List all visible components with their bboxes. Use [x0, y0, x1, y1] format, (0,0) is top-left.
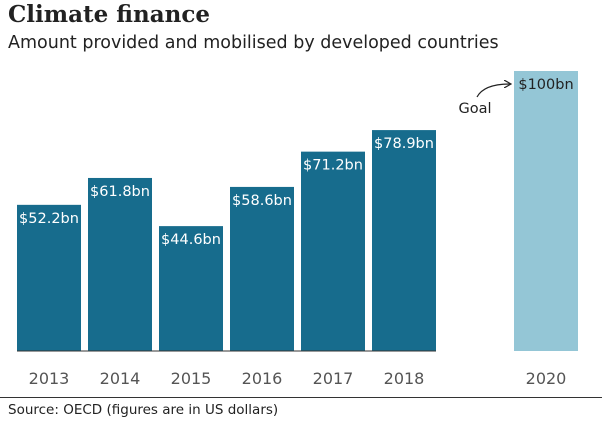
data-label-2013: $52.2bn — [19, 211, 79, 227]
bar-2017 — [301, 151, 365, 351]
data-label-2020: $100bn — [518, 77, 573, 93]
bar-2016 — [230, 186, 294, 351]
bar-chart: $52.2bn $61.8bn $44.6bn $58.6bn $71.2bn $78.9… — [17, 71, 578, 388]
x-tick-label-2015: 2015 — [171, 369, 212, 388]
x-tick-label-2018: 2018 — [384, 369, 425, 388]
chart-subtitle: Amount provided and mobilised by develop… — [8, 33, 499, 53]
source-divider — [0, 397, 602, 398]
data-label-2016: $58.6bn — [232, 193, 292, 209]
x-tick-label-2013: 2013 — [29, 369, 70, 388]
annotation-layer: Goal — [458, 84, 510, 117]
x-tick-label-2014: 2014 — [100, 369, 141, 388]
x-tick-label-2016: 2016 — [242, 369, 283, 388]
data-label-2014: $61.8bn — [90, 184, 150, 200]
data-label-2018: $78.9bn — [374, 136, 434, 152]
goal-annotation-label: Goal — [458, 101, 491, 117]
bar-2020 — [514, 71, 578, 351]
x-tick-label-2017: 2017 — [313, 369, 354, 388]
data-label-2015: $44.6bn — [161, 232, 221, 248]
bar-2014 — [88, 177, 152, 351]
x-tick-label-2020: 2020 — [526, 369, 567, 388]
source-note: Source: OECD (figures are in US dollars) — [8, 402, 279, 418]
bar-2013 — [17, 204, 81, 351]
bar-2018 — [372, 130, 436, 351]
bars-layer — [17, 71, 578, 352]
x-tick-labels-layer: 2013 2014 2015 2016 2017 2018 2020 — [29, 369, 567, 388]
bar-2015 — [159, 226, 223, 351]
data-label-2017: $71.2bn — [303, 158, 363, 174]
chart-title: Climate finance — [8, 1, 210, 28]
data-labels-layer: $52.2bn $61.8bn $44.6bn $58.6bn $71.2bn $78.9… — [19, 77, 574, 248]
goal-arrow-icon — [476, 84, 510, 98]
